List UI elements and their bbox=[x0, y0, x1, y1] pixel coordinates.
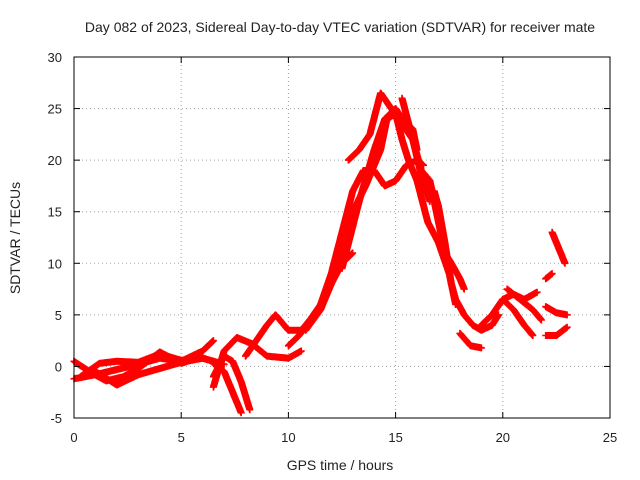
y-tick-label: 0 bbox=[55, 359, 62, 374]
series-arc-04 bbox=[91, 354, 217, 389]
y-tick-label: 10 bbox=[48, 256, 62, 271]
y-tick-label: 15 bbox=[48, 205, 62, 220]
x-tick-label: 10 bbox=[281, 430, 295, 445]
data-points bbox=[91, 354, 217, 389]
x-tick-label: 15 bbox=[388, 430, 402, 445]
y-axis-label: SDTVAR / TECUs bbox=[7, 182, 23, 294]
series-arc-22 bbox=[542, 270, 556, 283]
series-arc-07 bbox=[209, 334, 305, 391]
y-tick-label: 30 bbox=[48, 50, 62, 65]
chart-title: Day 082 of 2023, Sidereal Day-to-day VTE… bbox=[85, 19, 595, 35]
axis-ticks bbox=[73, 56, 611, 419]
data-points bbox=[548, 228, 569, 267]
y-tick-label: -5 bbox=[50, 411, 62, 426]
data-layer bbox=[70, 89, 571, 417]
data-points bbox=[542, 323, 571, 339]
series-arc-15 bbox=[430, 187, 502, 334]
x-tick-label: 20 bbox=[496, 430, 510, 445]
data-points bbox=[209, 334, 305, 391]
data-points bbox=[542, 303, 571, 319]
data-points bbox=[499, 288, 541, 303]
y-tick-label: 25 bbox=[48, 102, 62, 117]
tick-labels: 0 5 10 15 20 25 -5 0 5 10 15 20 25 30 bbox=[48, 50, 618, 445]
y-tick-label: 5 bbox=[55, 308, 62, 323]
series-arc-23 bbox=[548, 228, 569, 267]
data-points bbox=[456, 329, 485, 352]
series-arc-21 bbox=[542, 303, 571, 319]
x-axis-label: GPS time / hours bbox=[287, 457, 394, 473]
series-arc-16 bbox=[456, 329, 485, 352]
series-arc-19 bbox=[499, 288, 541, 303]
x-tick-label: 5 bbox=[178, 430, 185, 445]
data-points bbox=[542, 270, 556, 283]
x-tick-label: 0 bbox=[70, 430, 77, 445]
y-tick-label: 20 bbox=[48, 153, 62, 168]
series-arc-20 bbox=[542, 323, 571, 339]
x-tick-label: 25 bbox=[603, 430, 617, 445]
data-points bbox=[430, 187, 502, 334]
plot-frame bbox=[73, 56, 611, 419]
